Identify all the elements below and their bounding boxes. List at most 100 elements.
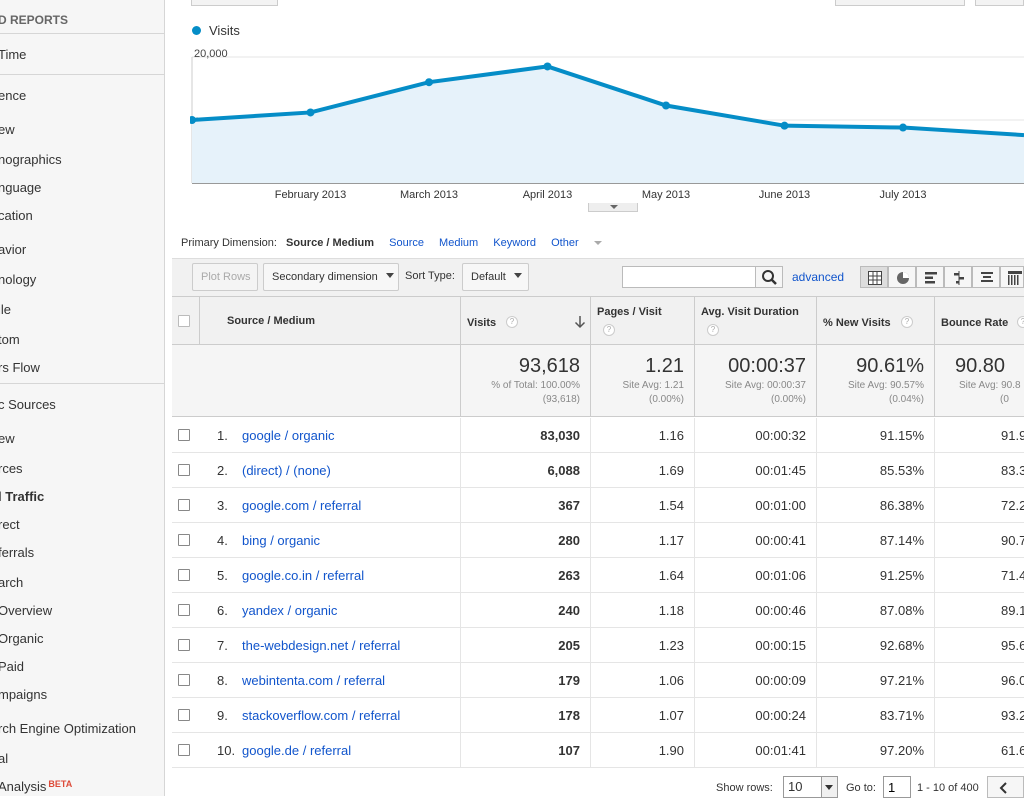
row-checkbox[interactable] xyxy=(178,639,190,651)
view-pivot-button[interactable] xyxy=(1000,266,1024,288)
bounce-rate-cell: 72.2 xyxy=(1001,498,1024,513)
row-checkbox[interactable] xyxy=(178,464,190,476)
sidebar-item[interactable]: Organic xyxy=(0,631,44,646)
sidebar-item[interactable]: nographics xyxy=(0,152,62,167)
table-search-input[interactable] xyxy=(622,266,756,288)
sidebar-item[interactable]: avior xyxy=(0,242,26,257)
avg-duration-cell: 00:01:45 xyxy=(695,453,817,488)
goto-page-input[interactable] xyxy=(883,776,911,798)
help-icon[interactable]: ? xyxy=(707,324,719,336)
help-icon[interactable]: ? xyxy=(901,316,913,328)
sidebar-item[interactable]: cation xyxy=(0,208,33,223)
data-point[interactable] xyxy=(543,62,552,71)
bounce-rate-cell: 83.3 xyxy=(1001,463,1024,478)
header-new-visits[interactable]: % New Visits ? xyxy=(817,296,935,345)
data-point[interactable] xyxy=(662,101,670,110)
help-icon[interactable]: ? xyxy=(603,324,615,336)
sidebar-item[interactable]: ew xyxy=(0,431,15,446)
source-medium-link[interactable]: bing / organic xyxy=(242,533,321,548)
sidebar-item[interactable]: nguage xyxy=(0,180,41,195)
row-checkbox[interactable] xyxy=(178,744,190,756)
prev-page-button[interactable] xyxy=(987,776,1024,798)
dimension-option-medium[interactable]: Medium xyxy=(439,237,479,249)
data-point[interactable] xyxy=(190,116,196,124)
dimension-option-source[interactable]: Source xyxy=(389,237,424,249)
source-medium-link[interactable]: stackoverflow.com / referral xyxy=(242,708,401,723)
header-bounce-rate[interactable]: Bounce Rate ? xyxy=(935,296,1024,345)
source-cell: 6. yandex / organic xyxy=(172,593,461,628)
row-checkbox[interactable] xyxy=(178,604,190,616)
date-granularity-buttons[interactable] xyxy=(835,0,965,6)
row-checkbox[interactable] xyxy=(178,429,190,441)
search-button[interactable] xyxy=(755,266,783,288)
advanced-filter-link[interactable]: advanced xyxy=(792,270,845,284)
source-medium-link[interactable]: google.co.in / referral xyxy=(242,568,365,583)
source-medium-link[interactable]: yandex / organic xyxy=(242,603,338,618)
row-checkbox[interactable] xyxy=(178,674,190,686)
dimension-option-other[interactable]: Other xyxy=(551,237,614,249)
header-visits[interactable]: Visits ? xyxy=(461,296,591,345)
sidebar-item[interactable]: Analysis BETA xyxy=(0,779,72,794)
sidebar-item[interactable]: rect xyxy=(0,517,20,532)
chart-type-button[interactable] xyxy=(975,0,1024,6)
view-comparison-button[interactable] xyxy=(944,266,972,288)
view-pie-button[interactable] xyxy=(888,266,916,288)
row-checkbox[interactable] xyxy=(178,534,190,546)
view-performance-button[interactable] xyxy=(916,266,944,288)
source-medium-link[interactable]: webintenta.com / referral xyxy=(242,673,386,688)
sidebar-item[interactable]: ferrals xyxy=(0,545,34,560)
sidebar-item[interactable]: arch xyxy=(0,575,23,590)
sidebar-item[interactable]: Time xyxy=(0,47,26,62)
sidebar-item[interactable]: Overview xyxy=(0,603,52,618)
source-medium-link[interactable]: the-webdesign.net / referral xyxy=(242,638,401,653)
view-term-cloud-button[interactable] xyxy=(972,266,1000,288)
sidebar-item[interactable]: rces xyxy=(0,461,23,476)
header-label: Avg. Visit Duration xyxy=(701,306,799,318)
chart-resize-handle[interactable] xyxy=(588,203,638,212)
sidebar-item[interactable]: rs Flow xyxy=(0,360,40,375)
header-pages-visit[interactable]: Pages / Visit ? xyxy=(591,296,695,345)
source-medium-link[interactable]: google.de / referral xyxy=(242,743,352,758)
sidebar-item[interactable]: mpaigns xyxy=(0,687,47,702)
help-icon[interactable]: ? xyxy=(1017,316,1024,328)
row-checkbox[interactable] xyxy=(178,709,190,721)
row-checkbox[interactable] xyxy=(178,499,190,511)
sidebar-item-label: Paid xyxy=(0,659,25,674)
header-source-medium[interactable]: Source / Medium xyxy=(200,296,461,345)
avg-duration-cell: 00:00:32 xyxy=(695,418,817,453)
sidebar-item[interactable]: rch Engine Optimization xyxy=(0,721,136,736)
sort-type-dropdown[interactable]: Default xyxy=(462,263,529,291)
source-medium-link[interactable]: google.com / referral xyxy=(242,498,362,513)
sidebar-item[interactable]: al xyxy=(0,751,8,766)
source-medium-link[interactable]: google / organic xyxy=(242,428,335,443)
visits-cell: 205 xyxy=(461,628,591,663)
sidebar-item[interactable]: Paid xyxy=(0,659,24,674)
top-button[interactable] xyxy=(191,0,278,6)
sidebar-item[interactable]: ence xyxy=(0,88,26,103)
sidebar-item[interactable]: nology xyxy=(0,272,36,287)
source-medium-link[interactable]: (direct) / (none) xyxy=(242,463,331,478)
help-icon[interactable]: ? xyxy=(506,316,518,328)
sidebar-item[interactable]: c Sources xyxy=(0,397,56,412)
plot-rows-button[interactable]: Plot Rows xyxy=(192,263,258,291)
dimension-option-keyword[interactable]: Keyword xyxy=(493,237,537,249)
new-visits-cell: 92.68% xyxy=(817,628,935,663)
show-rows-select[interactable]: 10 xyxy=(783,776,838,798)
chevron-down-icon xyxy=(385,273,394,282)
header-avg-duration[interactable]: Avg. Visit Duration ? xyxy=(695,296,817,345)
sidebar-item[interactable]: tom xyxy=(0,332,20,347)
sidebar-item[interactable]: l Traffic xyxy=(0,489,44,504)
sidebar-item[interactable]: ile xyxy=(0,302,11,317)
view-table-button[interactable] xyxy=(860,266,888,288)
data-point[interactable] xyxy=(425,78,433,87)
data-point[interactable] xyxy=(306,108,315,117)
secondary-dimension-dropdown[interactable]: Secondary dimension xyxy=(263,263,399,291)
select-all-checkbox[interactable] xyxy=(178,315,190,327)
row-checkbox[interactable] xyxy=(178,569,190,581)
sidebar-item[interactable]: ew xyxy=(0,122,15,137)
goto-label: Go to: xyxy=(846,782,876,794)
data-point[interactable] xyxy=(899,123,907,132)
data-point[interactable] xyxy=(780,121,789,130)
row-index: 8. xyxy=(217,673,228,688)
sidebar-item-label: Time xyxy=(0,47,27,62)
